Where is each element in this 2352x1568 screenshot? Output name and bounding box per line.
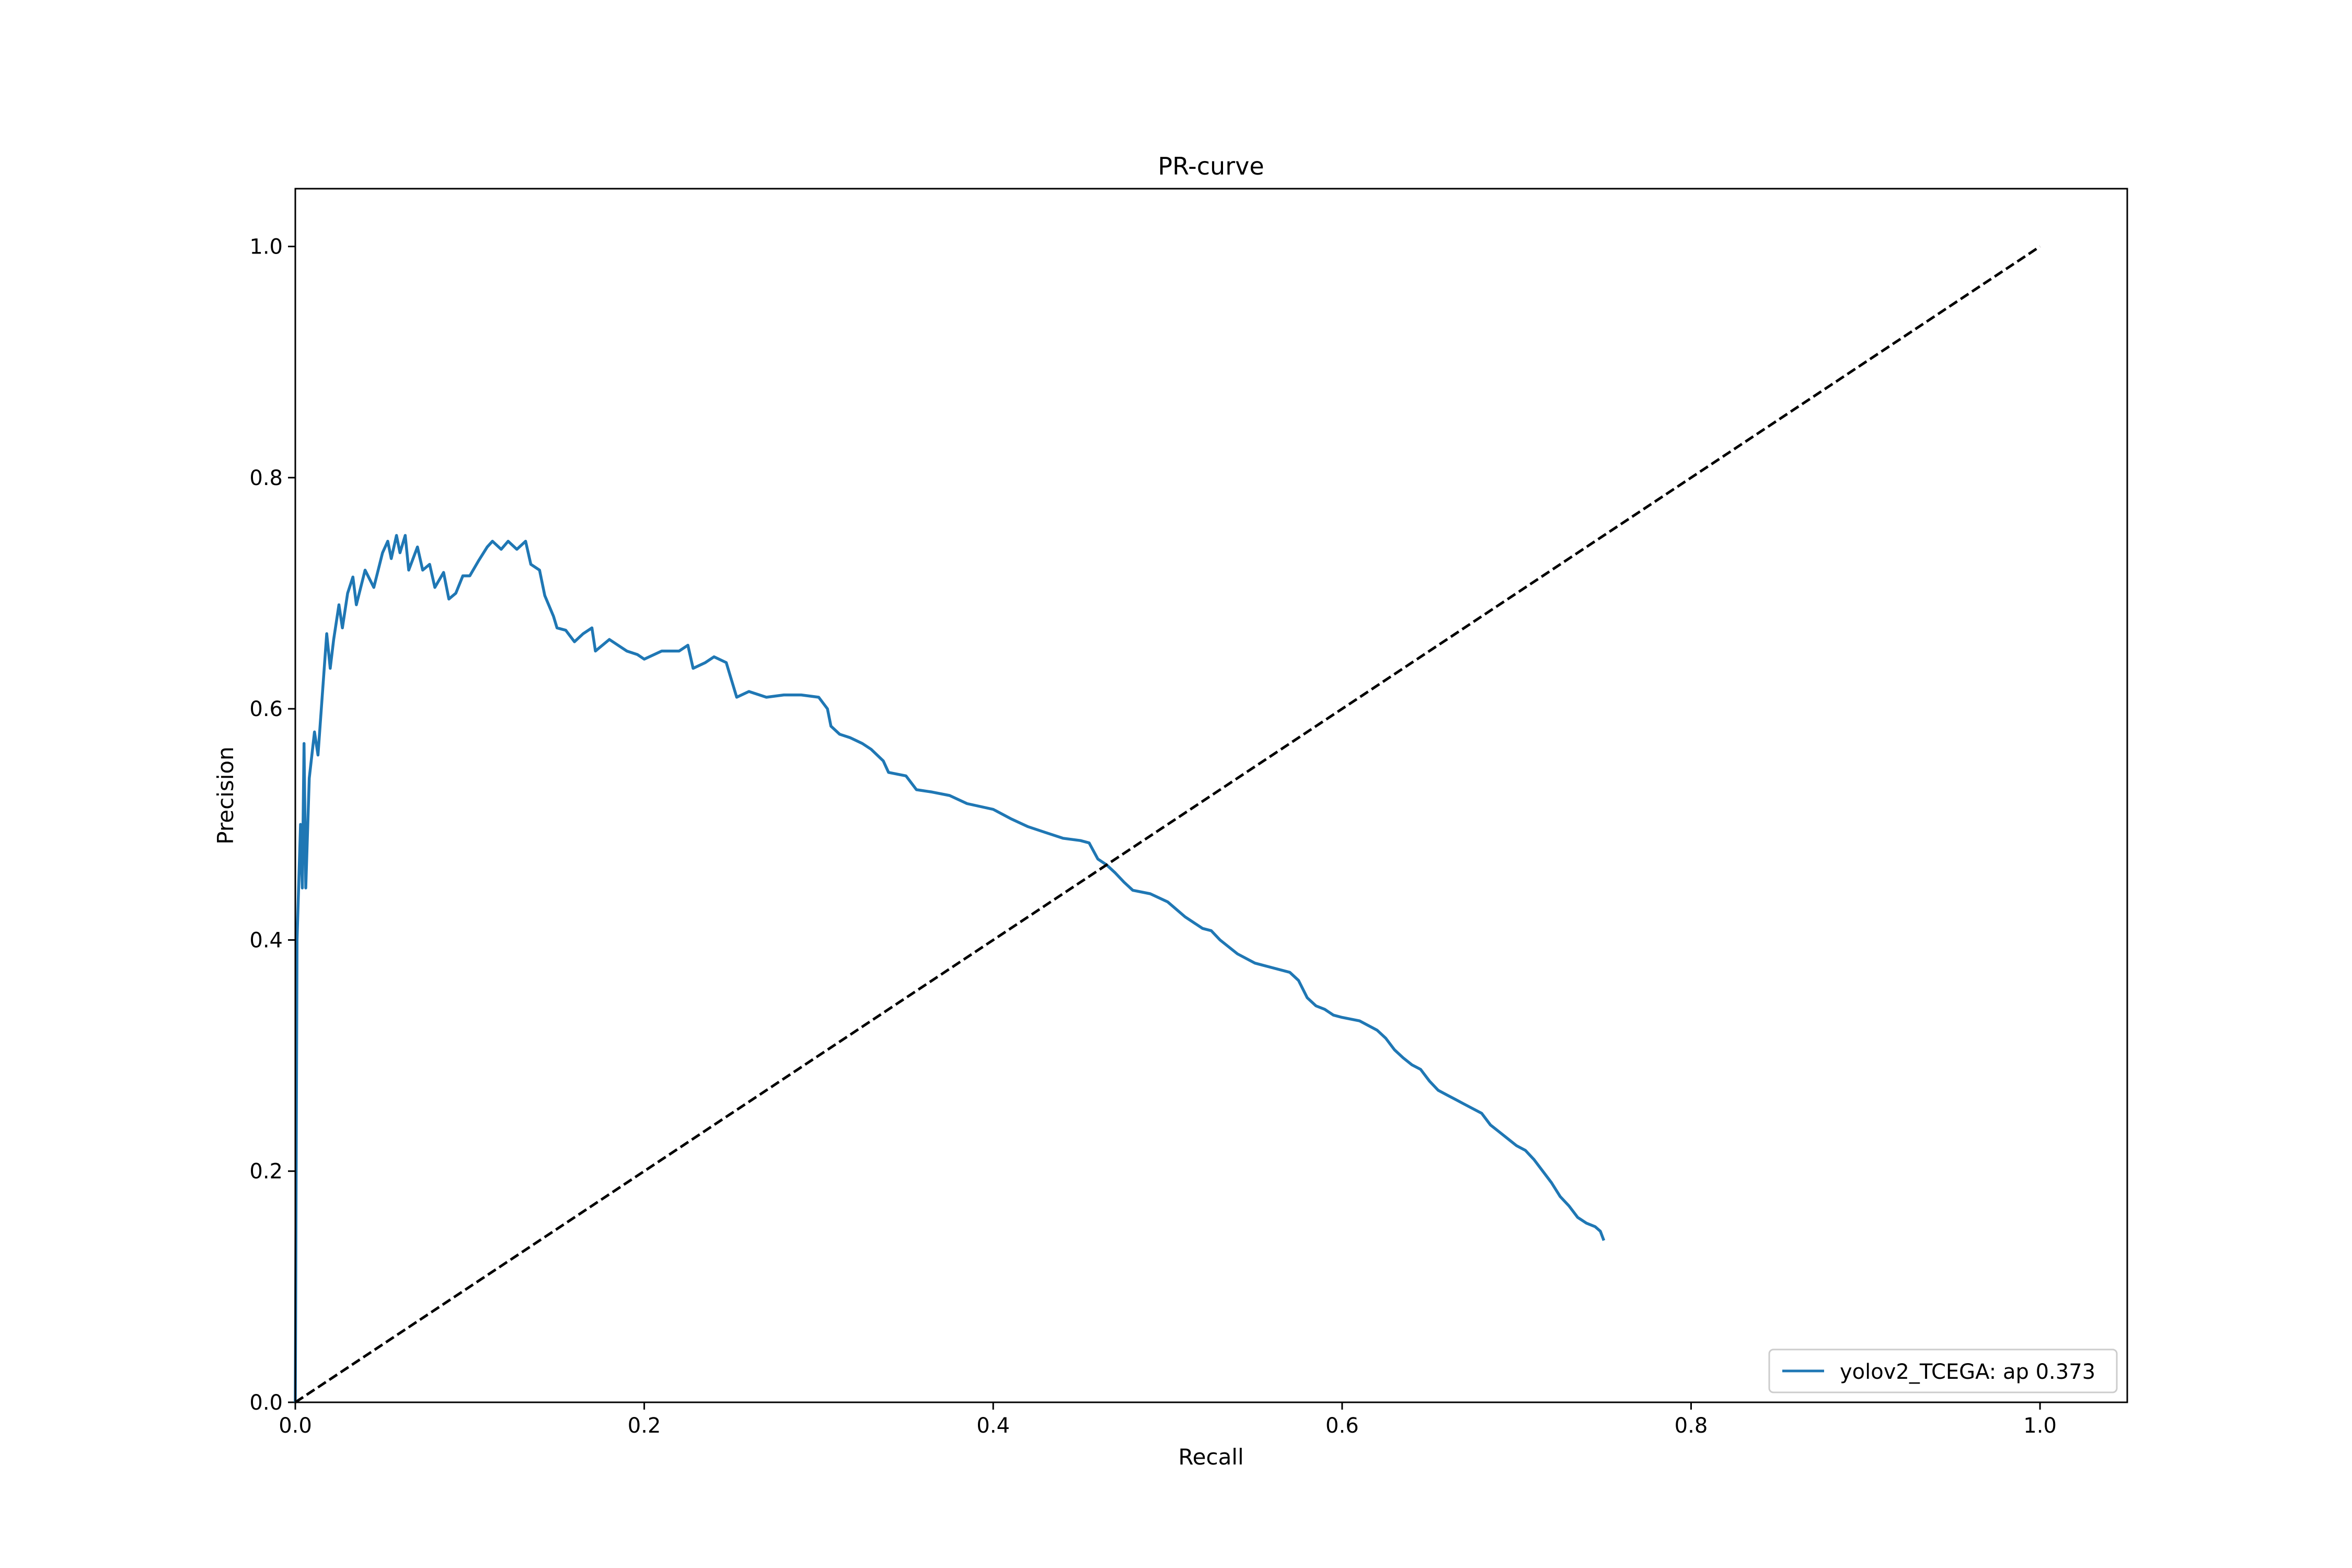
legend-frame: [1768, 1348, 2118, 1393]
legend: yolov2_TCEGA: ap 0.373: [1768, 1348, 2118, 1393]
plot-area-background: [295, 189, 2127, 1402]
pr-curve-line: [294, 534, 1606, 1403]
legend-label: yolov2_TCEGA: ap 0.373: [1840, 1360, 2095, 1384]
y-axis-label: Precision: [213, 746, 238, 844]
y-tick-label: 0.2: [249, 1160, 283, 1184]
plot-area-frame: [294, 188, 2128, 1403]
x-tick-label: 0.8: [1675, 1414, 1708, 1438]
y-tick-label: 0.0: [249, 1391, 283, 1415]
diagonal-reference-line: [294, 245, 2041, 1404]
y-tick-label: 0.4: [249, 928, 283, 952]
series-layer: [294, 245, 2041, 1404]
chart-title: PR-curve: [1158, 152, 1264, 180]
x-axis-label: Recall: [1178, 1444, 1243, 1470]
x-tick-label: 0.2: [628, 1414, 661, 1438]
y-tick-label: 0.8: [249, 466, 283, 490]
y-tick-label: 0.6: [249, 697, 283, 721]
x-tick-label: 0.0: [279, 1414, 312, 1438]
x-tick-label: 1.0: [2023, 1414, 2057, 1438]
x-tick-label: 0.4: [976, 1414, 1010, 1438]
y-tick-label: 1.0: [249, 235, 283, 259]
x-axis-ticks: 0.0 0.2 0.4 0.6 0.8 1.0: [279, 1402, 2057, 1438]
x-tick-label: 0.6: [1325, 1414, 1359, 1438]
y-axis-ticks: 0.0 0.2 0.4 0.6 0.8 1.0: [249, 235, 295, 1415]
